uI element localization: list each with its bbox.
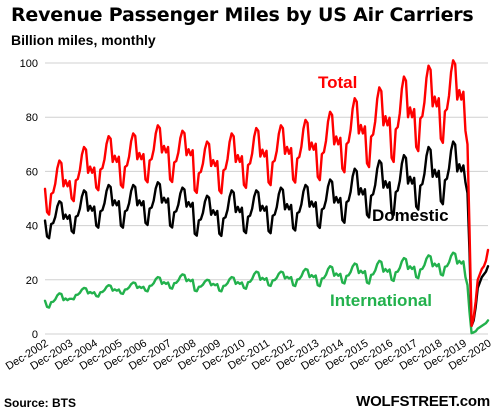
source-note: Source: BTS xyxy=(4,396,77,410)
chart-subtitle: Billion miles, monthly xyxy=(11,32,156,48)
y-tick-label: 80 xyxy=(26,112,38,124)
y-tick-label: 20 xyxy=(26,275,38,287)
page-title: Revenue Passenger Miles by US Air Carrie… xyxy=(11,4,474,26)
y-tick-label: 60 xyxy=(26,166,38,178)
y-tick-label: 100 xyxy=(20,58,38,70)
brand-logo-text: WOLFSTREET.com xyxy=(356,393,490,410)
annotation-layer: Total Domestic International xyxy=(318,73,449,310)
series-label-total: Total xyxy=(318,73,357,92)
series-line-domestic xyxy=(43,140,490,328)
y-axis-ticks: 0 20 40 60 80 100 xyxy=(20,58,38,341)
series-line-international xyxy=(43,251,490,335)
series-line-total xyxy=(43,59,490,328)
series-label-international: International xyxy=(330,291,432,310)
y-tick-label: 40 xyxy=(26,221,38,233)
y-tick-label: 0 xyxy=(32,329,38,341)
series-label-domestic: Domestic xyxy=(372,206,449,225)
x-axis-ticks: Dec-2002Dec-2003Dec-2004Dec-2005Dec-2006… xyxy=(4,337,494,372)
series-layer xyxy=(43,59,490,335)
